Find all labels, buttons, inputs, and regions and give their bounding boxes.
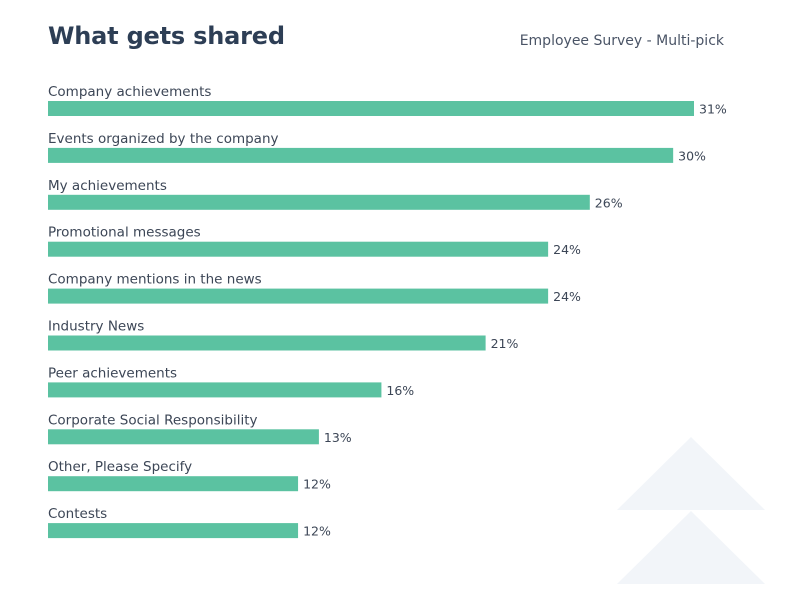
value-label: 24% (553, 289, 581, 304)
category-label: Corporate Social Responsibility (48, 412, 257, 428)
category-label: My achievements (48, 178, 167, 194)
value-label: 12% (303, 477, 331, 492)
bar (48, 148, 673, 163)
category-label: Events organized by the company (48, 131, 279, 147)
bar (48, 523, 298, 538)
value-label: 24% (553, 242, 581, 257)
category-label: Other, Please Specify (48, 459, 192, 475)
bar (48, 382, 381, 397)
value-label: 30% (678, 148, 706, 163)
bar (48, 195, 590, 210)
category-label: Promotional messages (48, 225, 201, 241)
bar (48, 101, 694, 116)
category-label: Company mentions in the news (48, 272, 262, 288)
bar (48, 336, 486, 351)
bar (48, 242, 548, 257)
value-label: 16% (386, 383, 414, 398)
bar (48, 289, 548, 304)
category-label: Company achievements (48, 84, 211, 100)
bar-chart: Company achievements 31% Events organized … (0, 0, 810, 606)
value-label: 21% (491, 336, 519, 351)
value-label: 12% (303, 524, 331, 539)
category-label: Peer achievements (48, 365, 177, 381)
value-label: 13% (324, 430, 352, 445)
value-label: 31% (699, 102, 727, 117)
bar (48, 429, 319, 444)
category-label: Contests (48, 506, 107, 522)
category-label: Industry News (48, 319, 144, 335)
bar (48, 476, 298, 491)
value-label: 26% (595, 195, 623, 210)
